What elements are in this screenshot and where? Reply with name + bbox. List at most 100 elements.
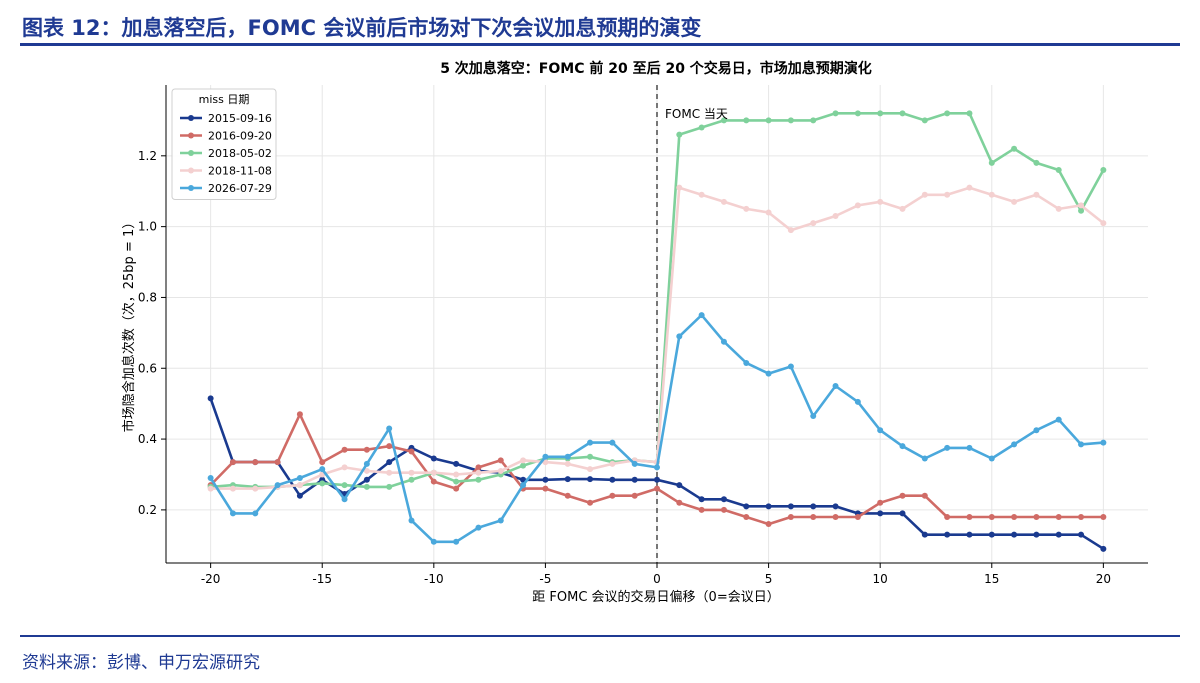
data-point xyxy=(698,124,705,131)
data-point xyxy=(252,485,259,492)
data-point xyxy=(1100,166,1107,173)
data-point xyxy=(363,476,370,483)
data-point xyxy=(207,475,214,482)
data-point xyxy=(408,476,415,483)
data-point xyxy=(587,499,594,506)
data-point xyxy=(475,469,482,476)
data-point xyxy=(810,413,817,420)
data-point xyxy=(319,466,326,473)
legend-entry: 2018-05-02 xyxy=(208,147,272,160)
data-point xyxy=(765,370,772,377)
legend-box xyxy=(171,88,277,200)
data-point xyxy=(1055,513,1062,520)
grid-lines xyxy=(166,85,1148,563)
data-point xyxy=(1055,531,1062,538)
series-2016-09-20 xyxy=(207,411,1107,528)
data-point xyxy=(229,459,236,466)
data-point xyxy=(408,469,415,476)
data-point xyxy=(921,455,928,462)
x-tick-label: 15 xyxy=(984,572,999,586)
data-point xyxy=(609,460,616,467)
legend: miss 日期 2015-09-16 2016-09-20 2018-05-02 201… xyxy=(171,88,277,200)
data-point xyxy=(564,492,571,499)
data-point xyxy=(1011,198,1018,205)
source-note: 资料来源：彭博、申万宏源研究 xyxy=(22,653,260,673)
x-tick-label: 20 xyxy=(1096,572,1111,586)
data-point xyxy=(988,191,995,198)
data-point xyxy=(966,513,973,520)
data-point xyxy=(854,110,861,117)
y-tick-label: 0.2 xyxy=(138,503,157,517)
data-point xyxy=(921,492,928,499)
legend-swatch-marker xyxy=(188,132,194,139)
data-point xyxy=(475,464,482,471)
data-point xyxy=(810,513,817,520)
data-point xyxy=(944,513,951,520)
data-point xyxy=(676,184,683,191)
y-tick-label: 0.8 xyxy=(138,290,157,304)
data-point xyxy=(698,312,705,319)
data-point xyxy=(341,464,348,471)
data-point xyxy=(520,462,527,469)
data-point xyxy=(966,184,973,191)
series-2018-11-08 xyxy=(207,184,1107,492)
data-point xyxy=(453,460,460,467)
data-point xyxy=(408,517,415,524)
legend-swatch-marker xyxy=(188,167,194,174)
data-point xyxy=(988,455,995,462)
data-point xyxy=(899,205,906,212)
data-point xyxy=(319,480,326,487)
data-point xyxy=(1033,427,1040,434)
data-point xyxy=(654,476,660,483)
data-point xyxy=(520,457,527,464)
data-point xyxy=(252,459,259,466)
data-point xyxy=(341,482,348,489)
data-point xyxy=(497,517,504,524)
data-point xyxy=(743,205,750,212)
data-point xyxy=(787,513,794,520)
y-axis-label: 市场隐含加息次数（次，25bp = 1） xyxy=(121,216,137,432)
data-point xyxy=(386,443,393,450)
data-point xyxy=(921,531,928,538)
data-point xyxy=(497,467,504,474)
data-point xyxy=(810,117,817,124)
data-point xyxy=(832,382,839,389)
data-point xyxy=(899,492,906,499)
data-point xyxy=(988,531,995,538)
data-point xyxy=(587,439,594,446)
data-point xyxy=(832,110,839,117)
data-point xyxy=(720,198,727,205)
data-point xyxy=(453,538,460,545)
data-point xyxy=(1055,166,1062,173)
data-point xyxy=(319,459,326,466)
data-point xyxy=(296,411,303,418)
data-point xyxy=(810,220,817,227)
data-point xyxy=(386,425,393,432)
data-point xyxy=(631,460,638,467)
data-point xyxy=(430,469,437,476)
y-tick-label: 1.2 xyxy=(138,149,157,163)
data-point xyxy=(475,524,482,531)
data-point xyxy=(832,503,839,510)
data-point xyxy=(252,510,259,517)
data-point xyxy=(475,476,482,483)
data-point xyxy=(810,503,817,510)
data-point xyxy=(966,110,973,117)
data-point xyxy=(453,478,460,485)
data-point xyxy=(676,482,683,489)
data-point xyxy=(765,209,772,216)
data-point xyxy=(698,496,705,503)
data-point xyxy=(587,466,594,473)
series-2026-07-29 xyxy=(207,312,1107,545)
legend-entry: 2026-07-29 xyxy=(208,182,272,195)
data-point xyxy=(363,467,370,474)
data-point xyxy=(966,531,973,538)
data-point xyxy=(207,485,214,492)
data-point xyxy=(654,464,660,471)
x-tick-label: 10 xyxy=(873,572,888,586)
data-point xyxy=(676,499,683,506)
legend-swatch-marker xyxy=(188,185,194,191)
data-point xyxy=(899,443,906,450)
data-point xyxy=(944,531,951,538)
data-point xyxy=(1078,207,1085,214)
